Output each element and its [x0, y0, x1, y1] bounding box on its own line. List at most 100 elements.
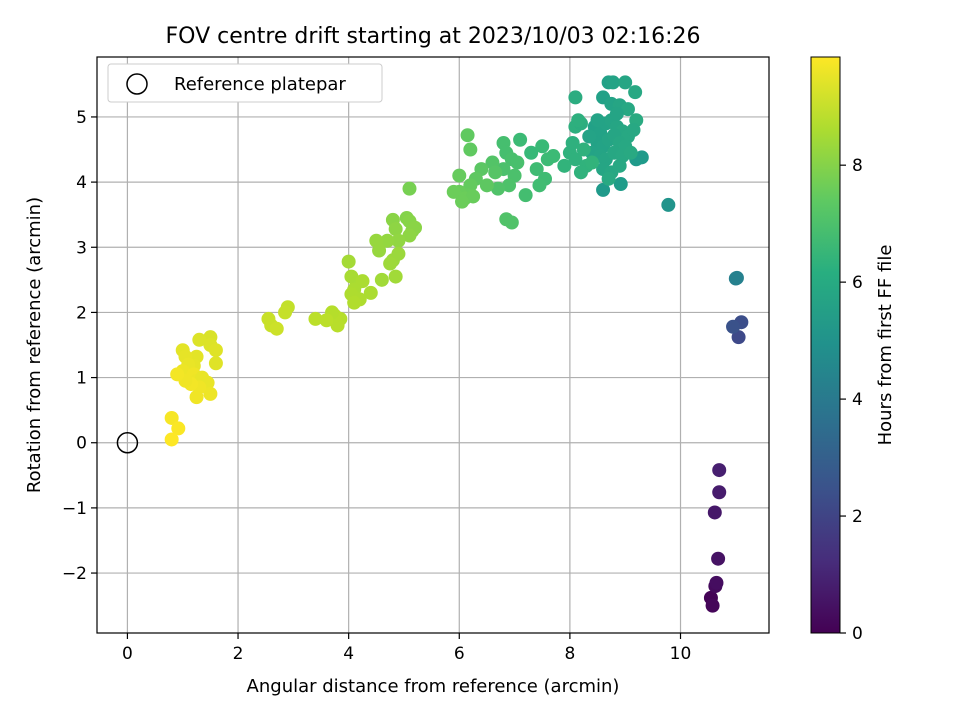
data-point	[620, 102, 635, 117]
data-point	[731, 330, 746, 345]
data-point	[452, 168, 467, 183]
data-point	[383, 256, 398, 271]
grid	[97, 57, 769, 633]
data-point	[626, 122, 641, 137]
data-point	[170, 367, 185, 382]
colorbar-label: Hours from first FF file	[875, 245, 896, 446]
y-tick-label: −1	[62, 499, 87, 519]
data-point	[613, 177, 628, 192]
colorbar-tick-label: 4	[852, 390, 863, 410]
data-point	[729, 270, 744, 285]
data-point	[446, 184, 461, 199]
data-point	[171, 421, 186, 436]
legend-marker-reference	[126, 73, 148, 95]
data-point	[568, 90, 583, 105]
data-point	[502, 178, 517, 193]
y-tick-label: 4	[76, 173, 87, 193]
data-point	[590, 113, 605, 128]
data-points	[164, 75, 749, 613]
data-point	[609, 106, 624, 121]
data-point	[391, 246, 406, 261]
data-point	[402, 228, 417, 243]
y-tick-label: 3	[76, 238, 87, 258]
data-point	[705, 598, 720, 613]
y-tick-label: 1	[76, 369, 87, 389]
data-point	[479, 178, 494, 193]
legend-label-reference: Reference platepar	[174, 74, 346, 95]
data-point	[203, 386, 218, 401]
colorbar-tick-label: 6	[852, 273, 863, 293]
data-point	[341, 254, 356, 269]
data-point	[372, 243, 387, 258]
reference-platepar-marker	[116, 431, 139, 454]
colorbar-tick-label: 0	[852, 624, 863, 644]
data-point	[164, 432, 179, 447]
x-axis: 0 2 4 6 8 10	[122, 633, 691, 664]
data-point	[707, 505, 722, 520]
data-point	[466, 189, 481, 204]
data-point	[402, 181, 417, 196]
data-point	[490, 181, 505, 196]
plot-frame	[96, 56, 770, 634]
x-axis-label: Angular distance from reference (arcmin)	[247, 676, 620, 697]
data-point	[391, 233, 406, 248]
colorbar-gradient	[810, 56, 841, 634]
data-point	[585, 155, 600, 170]
data-point	[208, 356, 223, 371]
data-point	[606, 75, 621, 90]
data-point	[319, 313, 334, 328]
data-point	[712, 463, 727, 478]
data-point	[278, 305, 293, 320]
data-point	[582, 129, 597, 144]
data-point	[380, 233, 395, 248]
data-point	[510, 155, 525, 170]
data-point	[529, 162, 544, 177]
data-point	[347, 295, 362, 310]
colorbar: 0 2 4 6 8 Hours from first FF file	[810, 56, 896, 644]
x-tick-label: 0	[122, 644, 133, 664]
y-tick-label: −2	[62, 564, 87, 584]
data-point	[623, 145, 638, 160]
x-tick-label: 4	[343, 644, 354, 664]
data-point	[164, 410, 179, 425]
chart-title: FOV centre drift starting at 2023/10/03 …	[166, 24, 701, 49]
x-tick-label: 10	[670, 644, 692, 664]
legend: Reference platepar	[107, 63, 383, 103]
data-point	[269, 321, 284, 336]
data-point	[726, 319, 741, 334]
data-point	[513, 132, 528, 147]
data-point	[712, 485, 727, 500]
data-point	[661, 197, 676, 212]
data-point	[535, 139, 550, 154]
legend-box	[107, 63, 383, 103]
data-point	[546, 149, 561, 164]
data-point	[628, 85, 643, 100]
data-point	[576, 142, 591, 157]
data-point	[388, 222, 403, 237]
data-point	[571, 113, 586, 128]
data-point	[711, 551, 726, 566]
data-point	[208, 343, 223, 358]
y-axis-label: Rotation from reference (arcmin)	[24, 197, 45, 493]
data-point	[374, 272, 389, 287]
x-tick-label: 2	[233, 644, 244, 664]
colorbar-tick-label: 8	[852, 156, 863, 176]
data-point	[601, 171, 616, 186]
x-tick-label: 6	[454, 644, 465, 664]
data-point	[612, 158, 627, 173]
data-point	[568, 152, 583, 167]
y-tick-label: 0	[76, 434, 87, 454]
data-point	[524, 145, 539, 160]
colorbar-tick-label: 2	[852, 507, 863, 527]
data-point	[618, 75, 633, 90]
data-point	[192, 332, 207, 347]
data-point	[388, 269, 403, 284]
data-point	[634, 150, 649, 165]
data-point	[363, 285, 378, 300]
data-point	[596, 182, 611, 197]
x-tick-label: 8	[564, 644, 575, 664]
data-point	[504, 215, 519, 230]
data-point	[565, 136, 580, 151]
